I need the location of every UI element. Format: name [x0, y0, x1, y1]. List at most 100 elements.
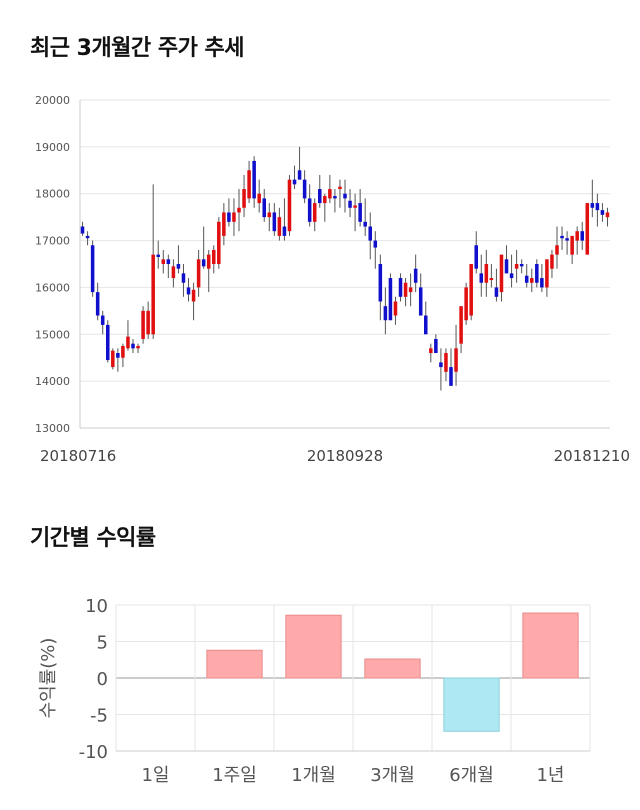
candle-down: [580, 231, 585, 241]
y-axis-label: 수익률(%): [38, 638, 59, 719]
y-tick-label: 16000: [35, 281, 70, 294]
candle-up: [242, 189, 246, 208]
candle-up: [136, 346, 140, 349]
candle-down: [282, 226, 287, 236]
candle-up: [126, 336, 130, 349]
candle-up: [454, 348, 458, 372]
candle-down: [90, 245, 95, 293]
candle-up: [338, 186, 342, 190]
y-tick-label: 5: [97, 633, 108, 654]
candle-up: [196, 259, 201, 288]
candle-up: [489, 278, 494, 281]
candle-up: [403, 282, 408, 297]
candle-down: [509, 273, 514, 279]
candle-down: [176, 264, 181, 269]
candle-up: [277, 217, 282, 236]
candle-down: [434, 338, 438, 354]
candle-down: [494, 287, 499, 297]
candle-down: [252, 160, 256, 199]
x-tick-label: 1일: [141, 765, 169, 786]
candle-up: [444, 353, 448, 372]
candle-down: [181, 273, 186, 283]
y-tick-label: 19000: [35, 141, 70, 154]
candle-down: [398, 278, 403, 297]
candle-up: [217, 221, 221, 264]
x-tick-label: 3개월: [370, 765, 415, 786]
candle-up: [141, 310, 145, 339]
candle-down: [600, 210, 605, 215]
candle-down: [373, 240, 378, 248]
candle-down: [368, 226, 373, 241]
candle-up: [353, 205, 357, 208]
candle-down: [418, 287, 423, 316]
candle-up: [267, 212, 272, 218]
x-tick-label: 1개월: [291, 765, 336, 786]
y-tick-label: -10: [79, 742, 108, 763]
candle-up: [499, 254, 504, 293]
candle-down: [383, 306, 388, 321]
candle-down: [519, 264, 524, 267]
candle-up: [287, 179, 292, 232]
x-tick-label: 20181210: [554, 447, 630, 465]
candle-down: [343, 193, 347, 199]
candle-up: [484, 264, 489, 283]
candle-down: [272, 212, 277, 232]
y-tick-label: 15000: [35, 328, 70, 341]
candle-up: [211, 249, 216, 264]
return-bar: [206, 649, 263, 679]
candle-up: [328, 189, 332, 199]
candle-down: [227, 212, 231, 222]
candle-down: [156, 254, 161, 257]
price-chart-title: 최근 3개월간 주가 추세: [30, 36, 244, 61]
candle-down: [302, 179, 307, 199]
return-bar: [443, 677, 500, 732]
candle-down: [105, 324, 110, 361]
candle-down: [333, 196, 337, 199]
candle-down: [388, 278, 393, 321]
candle-up: [257, 193, 261, 204]
x-tick-label: 1년: [536, 765, 564, 786]
candle-up: [323, 196, 327, 204]
x-tick-label: 20180716: [40, 447, 116, 465]
candle-down: [201, 259, 206, 267]
candle-up: [111, 350, 115, 368]
candle-up: [161, 259, 166, 264]
candle-down: [413, 268, 418, 283]
candle-down: [292, 179, 297, 185]
candle-up: [459, 306, 463, 344]
y-tick-label: 17000: [35, 235, 70, 248]
candle-down: [186, 287, 191, 295]
candle-down: [439, 362, 443, 368]
candle-up: [191, 289, 196, 302]
candle-down: [80, 226, 85, 234]
y-tick-label: 13000: [35, 422, 70, 435]
candle-up: [121, 346, 125, 358]
y-tick-label: -5: [90, 706, 108, 727]
candle-down: [595, 203, 600, 211]
candle-up: [469, 264, 473, 316]
candle-down: [100, 315, 105, 325]
candle-up: [171, 266, 176, 279]
candle-up: [232, 212, 236, 222]
candle-up: [514, 264, 519, 269]
candle-down: [449, 367, 453, 386]
candle-down: [307, 198, 312, 222]
candle-down: [535, 264, 539, 283]
candle-down: [590, 203, 595, 208]
candle-up: [237, 207, 241, 213]
candle-down: [524, 275, 529, 283]
candle-up: [585, 203, 590, 255]
candle-down: [166, 259, 171, 264]
candle-up: [555, 245, 559, 255]
y-tick-label: 20000: [35, 94, 70, 107]
candle-up: [575, 231, 579, 241]
candle-up: [206, 254, 211, 269]
return-bar: [364, 658, 421, 679]
candle-down: [85, 235, 90, 239]
candle-up: [545, 259, 549, 288]
candle-up: [605, 212, 610, 218]
candle-down: [116, 353, 120, 358]
candle-down: [560, 235, 564, 239]
candle-down: [297, 170, 302, 180]
